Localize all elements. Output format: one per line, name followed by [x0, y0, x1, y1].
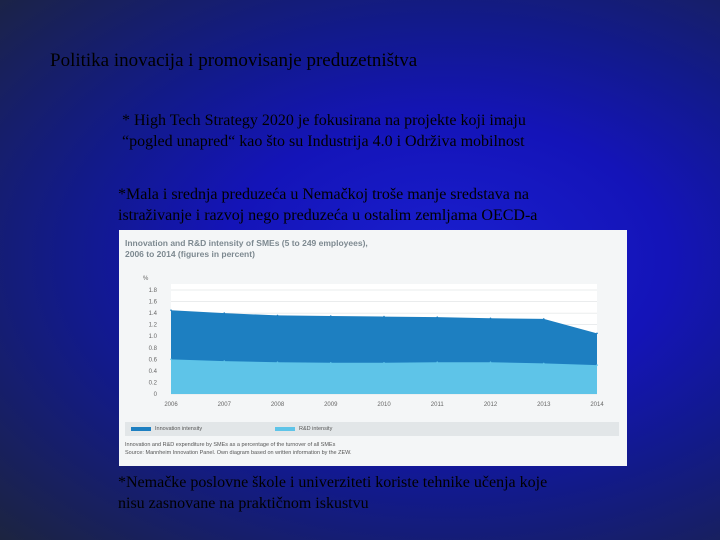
- bullet-line: nisu zasnovane na praktičnom iskustvu: [118, 495, 369, 512]
- bullet-line: *Nemačke poslovne škole i univerziteti k…: [118, 474, 548, 491]
- x-tick-label: 2014: [590, 402, 604, 408]
- y-tick-label: 1.0: [149, 334, 158, 340]
- y-axis-label: %: [143, 276, 149, 282]
- x-tick-label: 2007: [218, 402, 232, 408]
- data-point: [170, 358, 172, 361]
- x-tick-label: 2013: [537, 402, 551, 408]
- y-tick-label: 0.8: [149, 346, 158, 352]
- bullet-sme-rd: *Mala i srednja preduzeća u Nemačkoj tro…: [118, 184, 537, 226]
- area-chart: %1.8 1.6 1.4 1.2 1.0 0.8 0.6 0.4 0.2 0 2006 2007 200…: [143, 276, 604, 408]
- data-point: [542, 318, 545, 320]
- data-point: [489, 361, 492, 364]
- y-tick-label: 0: [154, 392, 158, 398]
- data-point: [542, 362, 545, 365]
- data-point: [596, 364, 598, 366]
- bullet-business-schools: *Nemačke poslovne škole i univerziteti k…: [118, 472, 547, 514]
- bullet-line: * High Tech Strategy 2020 je fokusirana …: [122, 112, 526, 129]
- data-point: [223, 360, 226, 362]
- bullet-high-tech-strategy: * High Tech Strategy 2020 je fokusirana …: [122, 110, 526, 152]
- legend-swatch-rd: [275, 427, 295, 431]
- bullet-line: *Mala i srednja preduzeća u Nemačkoj tro…: [118, 186, 529, 203]
- data-point: [170, 309, 172, 312]
- series-area-rd: [171, 359, 597, 394]
- data-point: [276, 314, 279, 317]
- data-point: [383, 362, 385, 364]
- chart-note: Innovation and R&D expenditure by SMEs a…: [125, 442, 336, 448]
- y-tick-label: 1.4: [149, 311, 158, 317]
- legend-label-innovation: Innovation intensity: [155, 426, 203, 432]
- x-tick-label: 2008: [271, 402, 285, 408]
- chart-title: Innovation and R&D intensity of SMEs (5 …: [125, 238, 368, 260]
- slide-title: Politika inovacija i promovisanje preduz…: [50, 50, 418, 71]
- chart-title-line: Innovation and R&D intensity of SMEs (5 …: [125, 238, 368, 248]
- data-point: [329, 315, 332, 317]
- data-point: [436, 361, 439, 364]
- y-tick-label: 0.2: [149, 380, 158, 386]
- y-tick-label: 1.2: [149, 323, 158, 329]
- chart-title-line: 2006 to 2014 (figures in percent): [125, 249, 255, 259]
- data-point: [329, 362, 332, 364]
- x-tick-label: 2010: [377, 402, 391, 408]
- y-tick-label: 0.4: [149, 369, 158, 375]
- bullet-line: “pogled unapred“ kao što su Industrija 4…: [122, 133, 525, 150]
- x-tick-label: 2012: [484, 402, 498, 408]
- data-point: [596, 332, 598, 335]
- y-tick-label: 1.6: [149, 300, 158, 306]
- y-tick-label: 0.6: [149, 357, 158, 363]
- x-tick-label: 2011: [431, 402, 445, 408]
- data-point: [223, 312, 226, 314]
- legend-label-rd: R&D intensity: [299, 426, 333, 432]
- data-point: [383, 315, 385, 318]
- x-tick-label: 2006: [164, 402, 178, 408]
- legend-swatch-innovation: [131, 427, 151, 431]
- chart-source: Source: Mannheim Innovation Panel. Own d…: [125, 450, 352, 456]
- chart-legend: Innovation intensity R&D intensity: [125, 422, 619, 436]
- data-point: [489, 317, 492, 320]
- data-point: [276, 361, 279, 364]
- data-point: [436, 316, 439, 318]
- bullet-line: istraživanje i razvoj nego preduzeća u o…: [118, 207, 538, 224]
- x-tick-label: 2009: [324, 402, 338, 408]
- chart-image: Innovation and R&D intensity of SMEs (5 …: [119, 230, 627, 466]
- y-tick-label: 1.8: [149, 288, 158, 294]
